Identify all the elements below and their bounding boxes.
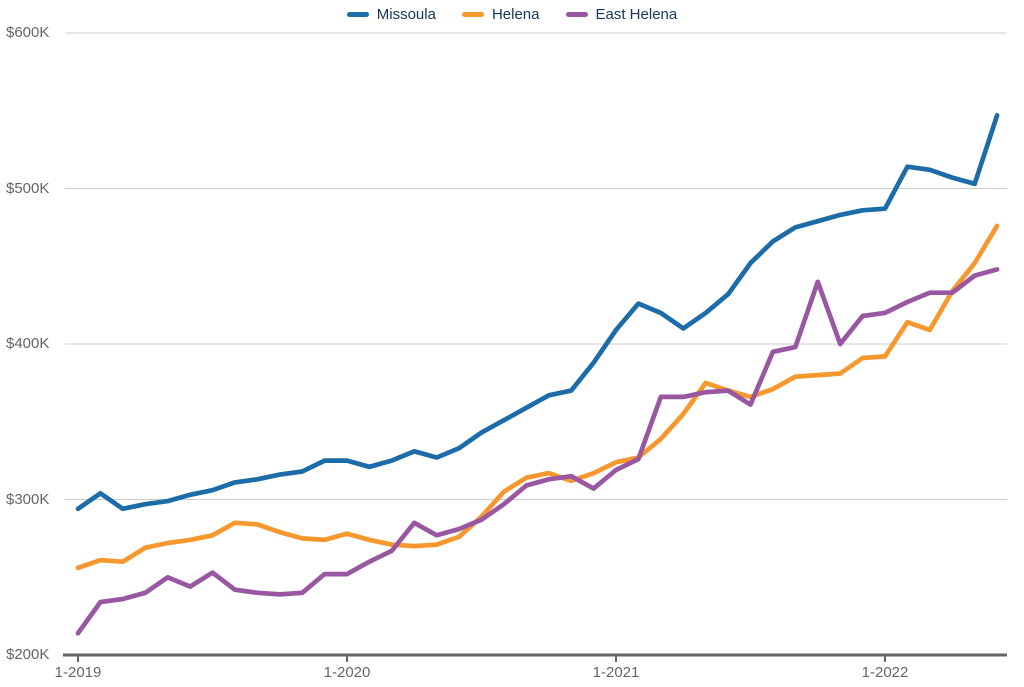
y-axis-label-300k: $300K <box>6 490 50 508</box>
y-axis-label-400k: $400K <box>6 335 50 352</box>
y-axis-label-500k: $500K <box>6 179 50 197</box>
legend-label: Missoula <box>376 6 436 23</box>
legend-item-helena[interactable]: Helena <box>461 6 540 23</box>
legend-swatch-icon <box>346 12 369 17</box>
series-line-east-helena[interactable] <box>75 267 1000 636</box>
legend-item-missoula[interactable]: Missoula <box>346 6 436 23</box>
series-line-missoula[interactable] <box>75 113 1000 512</box>
x-axis-label-1-2022: 1-2022 <box>861 664 909 681</box>
series-line-helena[interactable] <box>75 223 1000 571</box>
y-axis-label-600k: $600K <box>6 24 50 41</box>
legend-label: Helena <box>491 6 540 23</box>
legend-item-east-helena[interactable]: East Helena <box>565 6 678 23</box>
x-axis-label-1-2021: 1-2021 <box>592 664 640 681</box>
y-axis-label-200k: $200K <box>6 646 50 663</box>
legend-swatch-icon <box>565 12 588 17</box>
x-axis-label-1-2019: 1-2019 <box>54 664 102 681</box>
x-axis-label-1-2020: 1-2020 <box>323 664 371 681</box>
legend-label: East Helena <box>595 6 678 23</box>
chart-legend: Missoula Helena East Helena <box>0 6 1024 23</box>
legend-swatch-icon <box>461 12 484 17</box>
